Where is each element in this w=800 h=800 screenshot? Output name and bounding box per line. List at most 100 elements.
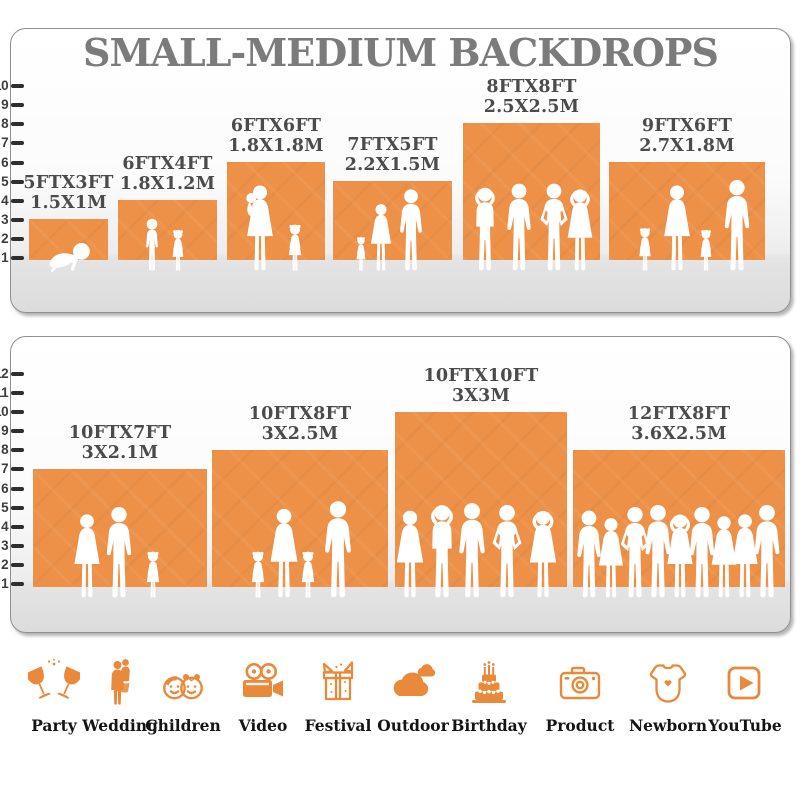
ruler-tick-label: 7 bbox=[1, 461, 9, 477]
backdrop-size-label: 7FTX5FT 2.2X1.5M bbox=[288, 135, 497, 175]
size-m-text: 3X2.1M bbox=[81, 443, 159, 464]
person-woman bbox=[732, 514, 758, 598]
category-label: Festival bbox=[304, 716, 372, 735]
ruler-tick-label: 11 bbox=[0, 385, 9, 400]
person-manup bbox=[431, 505, 453, 598]
ruler-tick bbox=[10, 236, 24, 241]
person-womanbaby bbox=[246, 185, 273, 271]
person-manhips bbox=[492, 504, 522, 598]
size-m-text: 1.8X1.2M bbox=[119, 173, 216, 194]
festival-icon bbox=[292, 652, 384, 710]
backdrop-size-label: 10FTX8FT 3X2.5M bbox=[167, 404, 433, 444]
category-video: Video bbox=[217, 652, 309, 735]
people-silhouettes bbox=[396, 503, 557, 598]
category-birthday: Birthday bbox=[443, 652, 535, 735]
person-girl bbox=[700, 229, 712, 271]
person-woman bbox=[270, 508, 298, 598]
ruler-tick bbox=[10, 391, 24, 395]
person-baby bbox=[49, 243, 90, 273]
person-womanup bbox=[567, 189, 593, 271]
category-label: Video bbox=[238, 716, 288, 735]
category-children: Children bbox=[137, 652, 229, 735]
backdrop-size-label: 9FTX6FT 2.7X1.8M bbox=[564, 116, 800, 156]
youtube-icon bbox=[699, 652, 791, 710]
person-woman bbox=[370, 204, 392, 271]
backdrop-size-label: 10FTX10FT 3X3M bbox=[350, 366, 612, 406]
size-m-text: 1.8X1.8M bbox=[228, 135, 324, 156]
ruler-tick bbox=[10, 256, 24, 260]
product-icon bbox=[534, 652, 626, 710]
ruler-tick-label: 7 bbox=[1, 135, 9, 151]
category-label: YouTube bbox=[708, 716, 782, 735]
backdrop-size-label: 6FTX4FT 1.8X1.2M bbox=[73, 154, 262, 194]
person-man bbox=[325, 501, 351, 598]
ruler-tick bbox=[10, 84, 24, 89]
person-man bbox=[577, 510, 601, 598]
category-label: Wedding bbox=[82, 716, 158, 735]
backdrop-size-label: 8FTX8FT 2.5X2.5M bbox=[418, 77, 645, 117]
category-newborn: Newborn bbox=[622, 652, 714, 735]
size-m-text: 2.7X1.8M bbox=[639, 135, 735, 156]
backdrop-rect bbox=[227, 161, 325, 260]
ruler-tick-label: 6 bbox=[1, 480, 9, 496]
ruler-tick-label: 12 bbox=[0, 365, 9, 381]
person-girl bbox=[288, 224, 302, 271]
person-girl bbox=[146, 551, 160, 598]
person-girl bbox=[356, 237, 366, 271]
person-woman bbox=[711, 516, 737, 598]
category-label: Birthday bbox=[451, 716, 527, 735]
ruler-tick bbox=[10, 562, 24, 567]
ruler-tick bbox=[10, 486, 24, 491]
ruler-tick bbox=[10, 371, 24, 376]
person-womanup bbox=[667, 514, 693, 598]
backdrop-rect bbox=[333, 180, 452, 260]
person-girl bbox=[251, 551, 265, 598]
ruler-tick bbox=[10, 103, 24, 108]
ruler-tick-label: 5 bbox=[1, 173, 9, 189]
ruler-tick bbox=[10, 582, 24, 586]
ruler-tick bbox=[10, 198, 24, 203]
category-outdoor: Outdoor bbox=[367, 652, 459, 735]
size-m-text: 2.5X2.5M bbox=[483, 97, 580, 118]
ruler-tick bbox=[10, 122, 24, 127]
party-icon bbox=[8, 652, 100, 710]
backdrop-rect bbox=[395, 412, 567, 587]
category-label: Party bbox=[31, 716, 77, 735]
size-ft-text: 12FTX8FT bbox=[627, 404, 731, 425]
person-woman bbox=[74, 514, 100, 598]
size-m-text: 1.5X1M bbox=[30, 192, 107, 213]
wedding-icon bbox=[74, 652, 166, 710]
size-m-text: 3X3M bbox=[451, 386, 511, 407]
people-silhouettes bbox=[639, 179, 750, 271]
backdrop-rect bbox=[29, 218, 108, 260]
person-man bbox=[645, 504, 671, 598]
person-man bbox=[106, 506, 132, 598]
category-youtube: YouTube bbox=[699, 652, 791, 735]
ruler-tick bbox=[10, 160, 24, 165]
ruler-tick bbox=[10, 179, 24, 184]
person-girl bbox=[301, 551, 315, 598]
ruler-tick bbox=[10, 217, 24, 222]
ruler-tick-label: 3 bbox=[1, 537, 9, 553]
backdrop-rect bbox=[212, 450, 388, 587]
backdrop-size-label: 12FTX8FT 3.6X2.5M bbox=[528, 404, 800, 444]
person-manhips bbox=[540, 183, 568, 271]
ruler-tick-label: 8 bbox=[1, 442, 9, 458]
ruler-tick-label: 3 bbox=[1, 211, 9, 227]
size-ft-text: 9FTX6FT bbox=[641, 115, 733, 136]
ruler-tick-label: 10 bbox=[0, 78, 9, 94]
person-girl bbox=[639, 228, 651, 271]
person-man bbox=[507, 183, 531, 271]
ruler-tick-label: 1 bbox=[1, 576, 9, 591]
birthday-icon bbox=[443, 652, 535, 710]
people-silhouettes bbox=[251, 501, 351, 598]
ruler-tick-label: 8 bbox=[1, 116, 9, 132]
size-m-text: 3.6X2.5M bbox=[631, 424, 727, 445]
ruler-tick-label: 9 bbox=[1, 423, 9, 439]
person-man bbox=[689, 506, 715, 598]
category-label: Children bbox=[145, 716, 221, 735]
person-man bbox=[400, 189, 422, 271]
person-girl bbox=[172, 229, 184, 271]
ruler-tick bbox=[10, 429, 24, 434]
